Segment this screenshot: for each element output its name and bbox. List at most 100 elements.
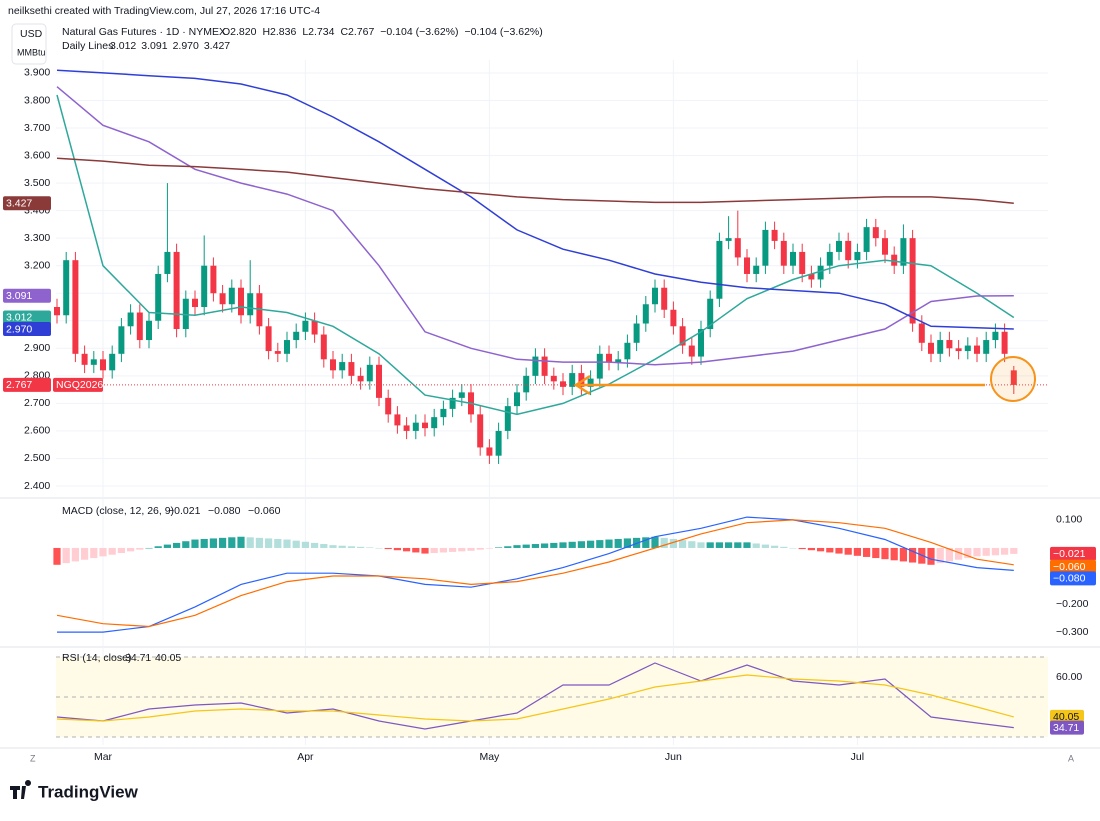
histogram-bar xyxy=(936,547,944,564)
symbol: Natural Gas Futures · 1D · NYMEX xyxy=(62,26,226,38)
candle-body xyxy=(872,227,879,239)
histogram-bar xyxy=(715,542,723,548)
candle-body xyxy=(569,373,576,387)
candle-body xyxy=(541,356,548,376)
corner-z: Z xyxy=(30,753,36,763)
plot-area: O2.820 H2.836 L2.734 C2.767 −0.104 (−3.62%) −… xyxy=(3,26,1096,763)
histogram-bar xyxy=(945,547,953,562)
candle-body xyxy=(330,359,336,371)
histogram-bar xyxy=(789,547,797,549)
histogram-bar xyxy=(449,547,457,552)
candle-body xyxy=(109,353,116,371)
candle-body xyxy=(394,414,401,426)
y-tick-label: −0.200 xyxy=(1056,598,1089,610)
pane-value: 40.05 xyxy=(155,652,181,664)
histogram-bar xyxy=(228,537,236,548)
histogram-bar xyxy=(311,542,319,548)
histogram-bar xyxy=(706,542,714,548)
pane-value: −0.060 xyxy=(248,505,281,517)
candle-body xyxy=(339,362,346,371)
candle-body xyxy=(458,392,465,398)
histogram-bar xyxy=(200,538,208,548)
candle-body xyxy=(955,348,962,352)
close-badge: 2.767 xyxy=(6,379,32,391)
candle-body xyxy=(928,342,934,354)
candle-body xyxy=(744,257,750,274)
histogram-bar xyxy=(117,547,125,554)
candle-body xyxy=(698,329,704,357)
indicator-line xyxy=(56,662,1014,730)
candle-body xyxy=(716,240,723,299)
symbol-badge: NGQ2026 xyxy=(56,379,103,391)
x-tick-label: Jul xyxy=(851,751,864,763)
histogram-bar xyxy=(605,539,613,548)
histogram-bar xyxy=(209,538,217,548)
histogram-bar xyxy=(697,542,705,548)
histogram-bar xyxy=(853,547,861,556)
x-tick-label: Apr xyxy=(297,751,314,763)
histogram-bar xyxy=(780,546,788,548)
candle-body xyxy=(661,287,668,310)
histogram-bar xyxy=(1001,547,1009,555)
candle-body xyxy=(652,287,658,305)
candle-body xyxy=(983,340,990,354)
histogram-bar xyxy=(421,547,429,554)
candle-body xyxy=(385,397,392,415)
histogram-bar xyxy=(909,547,917,563)
y-tick-label: 3.900 xyxy=(24,67,50,79)
candle-body xyxy=(431,417,438,429)
histogram-bar xyxy=(688,541,696,548)
daily-line-value: 2.970 xyxy=(173,40,199,52)
candle-body xyxy=(403,425,410,431)
candle-body xyxy=(155,273,162,321)
candle-body xyxy=(219,293,226,305)
candle-body xyxy=(762,229,769,266)
candle-body xyxy=(560,381,566,387)
candle-body xyxy=(780,240,787,266)
indicator-line xyxy=(56,674,1014,722)
rsi-badge: 34.71 xyxy=(1053,722,1079,734)
histogram-bar xyxy=(182,541,190,548)
histogram-bar xyxy=(927,547,935,565)
candle-body xyxy=(900,238,907,266)
histogram-bar xyxy=(798,547,806,550)
histogram-bar xyxy=(725,542,733,548)
y-tick-label: 3.800 xyxy=(24,94,50,106)
candle-body xyxy=(201,265,208,307)
candle-body xyxy=(265,326,272,352)
credit: neilksethi created with TradingView.com,… xyxy=(8,5,320,17)
quote-value: H2.836 xyxy=(262,26,296,38)
signal-badge-bg xyxy=(1050,559,1096,574)
y-tick-label: 3.500 xyxy=(24,177,50,189)
candle-body xyxy=(366,364,373,382)
histogram-bar xyxy=(338,545,346,548)
rsi-badge-bg xyxy=(1050,720,1084,735)
candle-body xyxy=(882,238,888,255)
histogram-bar xyxy=(81,547,89,560)
y-tick-label: −0.300 xyxy=(1056,626,1089,638)
candle-body xyxy=(192,298,198,307)
histogram-bar xyxy=(265,538,273,548)
candle-body xyxy=(81,353,88,365)
histogram-bar xyxy=(559,542,567,548)
indicator-line xyxy=(56,519,1014,628)
histogram-bar xyxy=(642,537,650,548)
candle-body xyxy=(725,238,732,241)
price-badge: 3.427 xyxy=(6,197,32,209)
histogram-bar xyxy=(531,544,539,548)
currency: USD xyxy=(20,28,43,40)
histogram-bar xyxy=(513,545,521,548)
histogram-bar xyxy=(145,547,153,549)
histogram-bar xyxy=(467,547,475,551)
candle-body xyxy=(992,331,999,341)
histogram-bar xyxy=(292,540,300,548)
price-badge: 3.091 xyxy=(6,290,32,302)
rsi-ma-badge-bg xyxy=(1050,709,1084,724)
candle-body xyxy=(836,240,842,252)
histogram-bar xyxy=(669,538,677,548)
histogram-bar xyxy=(458,547,466,552)
unit: MMBtu xyxy=(17,47,46,57)
candle-body xyxy=(1010,370,1017,385)
histogram-bar xyxy=(476,547,484,550)
pane-title: RSI (14, close) xyxy=(62,652,131,664)
